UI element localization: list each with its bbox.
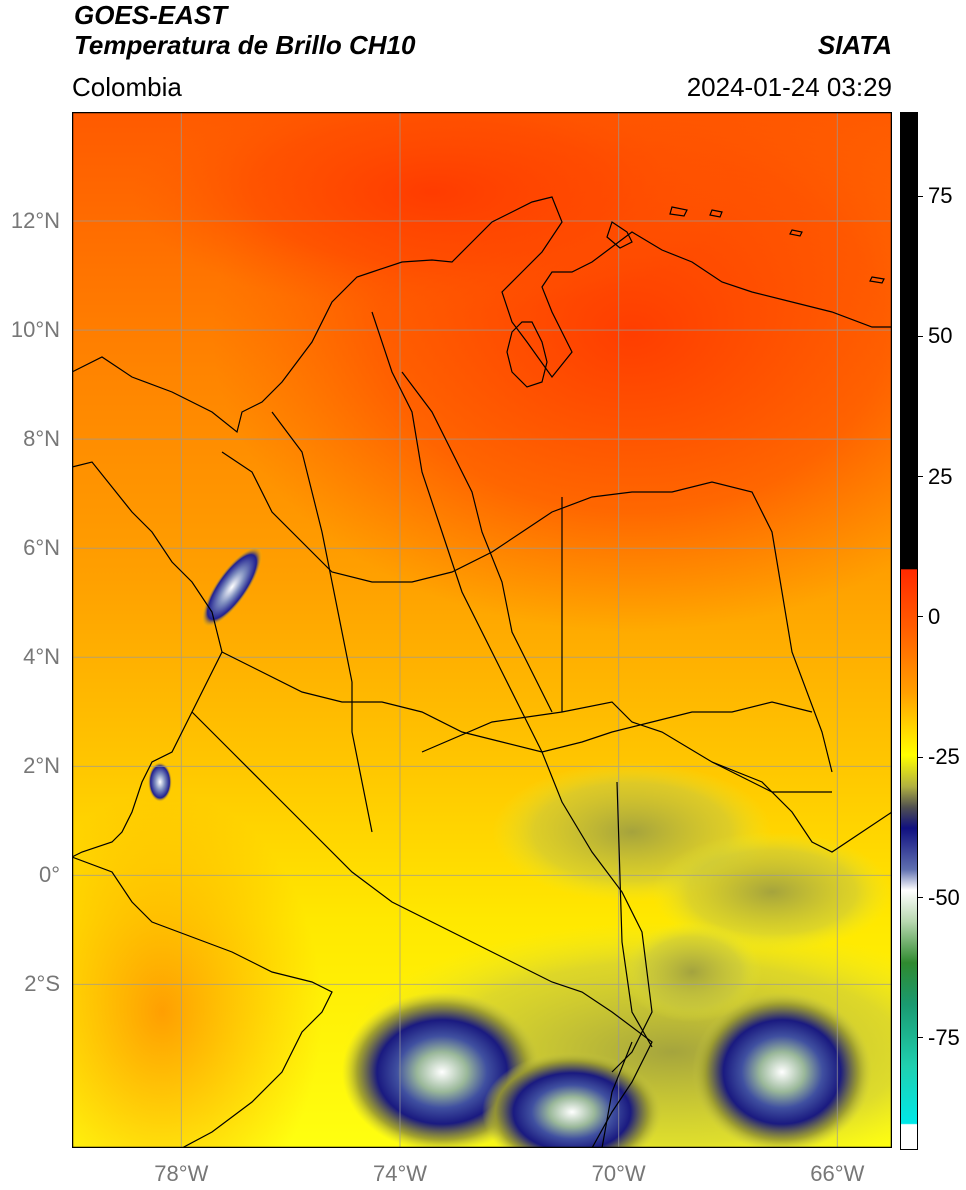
colombia-south-border xyxy=(191,711,653,1149)
title-product: Temperatura de Brillo CH10 xyxy=(74,30,416,60)
colorbar-tick-label: 50 xyxy=(928,323,953,349)
caribbean-coastline xyxy=(71,196,892,434)
guaviare-border xyxy=(421,701,832,793)
lat-label: 2°N xyxy=(23,753,60,779)
convective-cell-3 xyxy=(692,992,872,1152)
andes-border-east xyxy=(401,371,553,713)
lat-label: 6°N xyxy=(23,535,60,561)
colorbar-canvas xyxy=(900,112,918,1150)
lat-label: 4°N xyxy=(23,644,60,670)
peru-brazil-border xyxy=(601,1041,633,1149)
lat-label: 8°N xyxy=(23,426,60,452)
region-label: Colombia xyxy=(72,72,182,102)
andes-border-west xyxy=(271,411,373,833)
colorbar-ramp xyxy=(900,112,918,1150)
warm-region-pacific xyxy=(2,792,322,1190)
colorbar-tick-mark xyxy=(918,756,923,758)
colorbar-tick-mark xyxy=(918,1037,923,1039)
lake-maracaibo xyxy=(506,321,548,388)
island-small-2 xyxy=(709,209,723,218)
lon-label: 66°W xyxy=(810,1161,865,1186)
colorbar-tick-label: -50 xyxy=(928,884,960,910)
colorbar-tick-mark xyxy=(918,195,923,197)
lat-label: 2°S xyxy=(24,971,60,997)
temperature-colorbar xyxy=(900,112,918,1150)
internal-border-north xyxy=(221,451,833,773)
datetime-label: 2024-01-24 03:29 xyxy=(686,72,892,102)
coastlines-and-borders xyxy=(71,196,893,1149)
warm-region-north xyxy=(132,72,732,312)
colorbar-tick-mark xyxy=(918,335,923,337)
title-satellite: GOES-EAST xyxy=(74,0,228,30)
lon-label: 70°W xyxy=(591,1161,646,1186)
colorbar-tick-mark xyxy=(918,616,923,618)
lon-label: 74°W xyxy=(372,1161,428,1186)
colorbar-tick-mark xyxy=(918,897,923,898)
island-small-1 xyxy=(669,206,688,217)
colorbar-tick-label: -25 xyxy=(928,744,960,770)
internal-border-east xyxy=(221,651,813,753)
colorbar-tick-label: -75 xyxy=(928,1024,960,1050)
lon-label: 78°W xyxy=(154,1161,209,1186)
vaupes-border xyxy=(616,781,653,1048)
map-canvas xyxy=(2,32,966,1190)
colorbar-tick-mark xyxy=(918,476,923,478)
internal-border-central xyxy=(371,311,653,1073)
brazil-venezuela-border xyxy=(711,761,893,853)
ecuador-peru-coast xyxy=(71,856,333,1149)
title-source: SIATA xyxy=(817,30,892,60)
andes-cloud-north xyxy=(201,546,263,628)
convective-cell-2 xyxy=(482,1052,662,1172)
andes-cloud-south xyxy=(148,762,172,802)
cloud-field-olive-2 xyxy=(652,832,892,952)
island-small-4 xyxy=(869,276,885,284)
lat-label: 12°N xyxy=(10,208,60,234)
island-margarita xyxy=(606,221,633,249)
lat-label: 10°N xyxy=(10,317,60,343)
colorbar-tick-label: 0 xyxy=(928,603,941,629)
brightness-temperature-map xyxy=(2,32,966,1190)
lat-label: 0° xyxy=(38,862,60,888)
colorbar-tick-label: 25 xyxy=(928,463,953,489)
pacific-coastline xyxy=(71,461,223,858)
island-small-3 xyxy=(789,229,803,237)
map-frame xyxy=(71,111,893,1149)
graticule xyxy=(72,112,892,1148)
colorbar-tick-label: 75 xyxy=(928,183,953,209)
cloud-field-olive-4 xyxy=(622,922,762,1022)
